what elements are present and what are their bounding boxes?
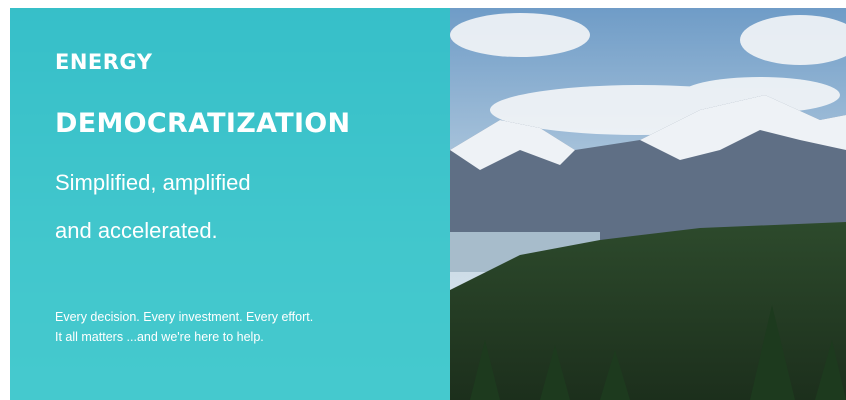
body-line: It all matters ...and we're here to help… — [55, 330, 264, 344]
title-line: DEMOCRATIZATION — [55, 108, 350, 139]
margin-top — [0, 0, 846, 8]
body-line: Every decision. Every investment. Every … — [55, 310, 313, 324]
margin-left — [0, 0, 10, 400]
subtitle-line: and accelerated. — [55, 218, 218, 244]
title-line: ENERGY — [55, 50, 152, 74]
subtitle-line: Simplified, amplified — [55, 170, 251, 196]
hero-banner: ENERGY DEMOCRATIZATION Simplified, ampli… — [0, 0, 846, 400]
